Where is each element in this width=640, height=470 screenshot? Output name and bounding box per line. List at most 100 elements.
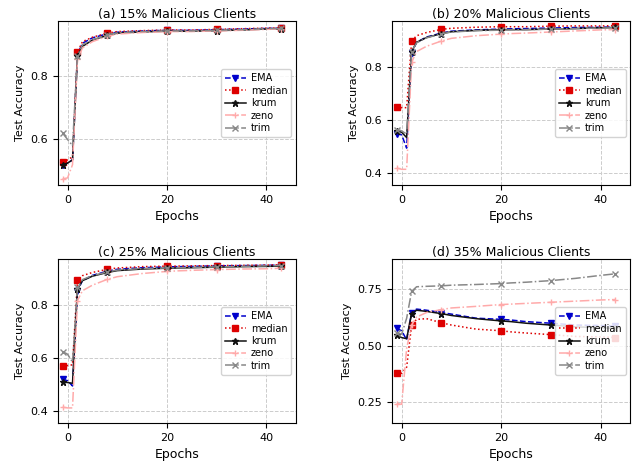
zeno	[79, 45, 86, 51]
zeno	[497, 302, 505, 307]
EMA	[262, 263, 270, 268]
krum	[408, 311, 415, 316]
median	[408, 38, 415, 44]
EMA	[547, 321, 555, 326]
trim	[572, 275, 580, 281]
median	[438, 26, 445, 32]
zeno	[408, 322, 415, 328]
trim	[422, 35, 430, 40]
trim	[237, 264, 245, 269]
krum	[64, 160, 72, 166]
krum	[413, 39, 420, 45]
Line: zeno: zeno	[393, 296, 619, 408]
krum	[74, 53, 81, 59]
median	[88, 34, 96, 40]
zeno	[508, 31, 515, 36]
zeno	[68, 162, 76, 167]
median	[393, 370, 401, 376]
median	[237, 26, 245, 31]
krum	[278, 26, 285, 31]
Line: krum: krum	[393, 24, 619, 141]
median	[508, 329, 515, 335]
median	[188, 27, 196, 33]
Line: EMA: EMA	[394, 24, 618, 151]
krum	[596, 325, 604, 330]
trim	[612, 25, 620, 31]
Line: median: median	[394, 316, 618, 376]
EMA	[88, 35, 96, 41]
median	[104, 31, 111, 36]
trim	[59, 130, 67, 136]
krum	[113, 268, 121, 274]
EMA	[413, 306, 420, 312]
zeno	[188, 267, 196, 273]
trim	[547, 26, 555, 32]
trim	[447, 29, 455, 35]
zeno	[74, 56, 81, 62]
krum	[497, 27, 505, 32]
EMA	[472, 315, 480, 321]
Line: trim: trim	[59, 262, 285, 366]
zeno	[596, 297, 604, 303]
Title: (b) 20% Malicious Clients: (b) 20% Malicious Clients	[432, 8, 590, 21]
EMA	[596, 323, 604, 329]
median	[237, 263, 245, 268]
X-axis label: Epochs: Epochs	[154, 448, 199, 461]
krum	[237, 264, 245, 269]
trim	[522, 279, 530, 285]
EMA	[403, 337, 410, 343]
krum	[237, 27, 245, 33]
krum	[68, 381, 76, 386]
EMA	[403, 145, 410, 151]
median	[547, 24, 555, 29]
trim	[403, 315, 410, 321]
Line: krum: krum	[393, 307, 619, 342]
zeno	[596, 27, 604, 33]
EMA	[74, 51, 81, 57]
trim	[472, 28, 480, 33]
Line: EMA: EMA	[394, 306, 618, 343]
median	[59, 363, 67, 369]
Title: (a) 15% Malicious Clients: (a) 15% Malicious Clients	[98, 8, 256, 21]
median	[408, 322, 415, 328]
EMA	[596, 24, 604, 30]
Y-axis label: Test Accuracy: Test Accuracy	[15, 65, 24, 141]
median	[88, 270, 96, 275]
krum	[572, 324, 580, 329]
trim	[213, 27, 221, 33]
median	[447, 25, 455, 31]
krum	[472, 28, 480, 33]
trim	[138, 266, 146, 271]
EMA	[213, 27, 221, 32]
zeno	[422, 43, 430, 49]
median	[262, 25, 270, 31]
krum	[79, 44, 86, 49]
zeno	[612, 27, 620, 32]
EMA	[497, 26, 505, 32]
zeno	[113, 274, 121, 280]
EMA	[612, 24, 620, 30]
Line: trim: trim	[393, 24, 619, 138]
EMA	[74, 288, 81, 294]
median	[188, 263, 196, 269]
EMA	[413, 39, 420, 45]
median	[138, 264, 146, 269]
EMA	[447, 28, 455, 34]
zeno	[438, 307, 445, 313]
EMA	[68, 383, 76, 389]
trim	[522, 27, 530, 32]
trim	[508, 27, 515, 33]
zeno	[262, 266, 270, 272]
krum	[508, 319, 515, 324]
EMA	[64, 160, 72, 166]
trim	[213, 264, 221, 270]
median	[612, 335, 620, 340]
median	[612, 23, 620, 29]
krum	[422, 35, 430, 40]
EMA	[497, 316, 505, 322]
trim	[403, 131, 410, 137]
zeno	[173, 268, 180, 274]
zeno	[104, 276, 111, 282]
krum	[173, 265, 180, 271]
krum	[522, 27, 530, 32]
